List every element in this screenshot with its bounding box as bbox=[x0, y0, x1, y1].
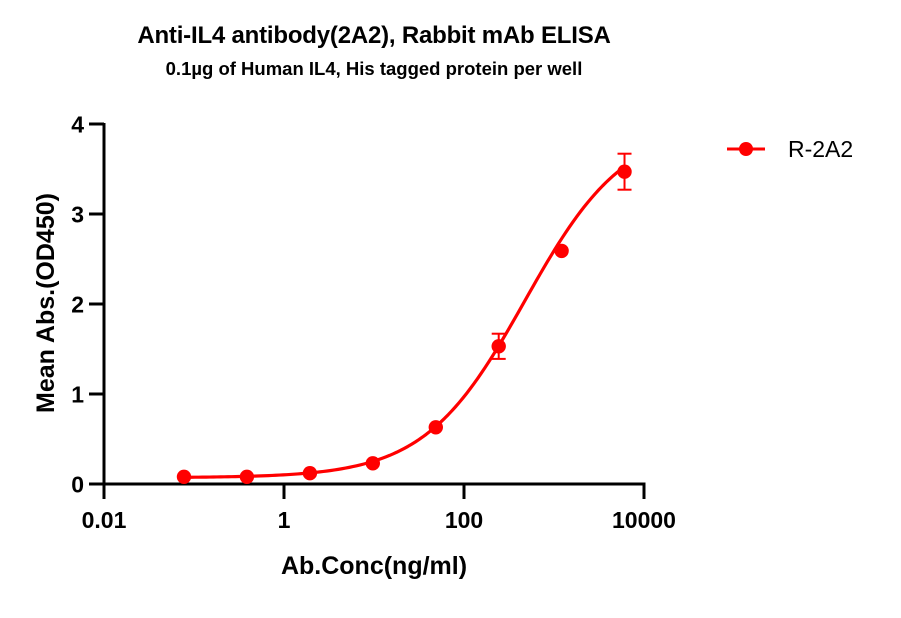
x-tick-label: 1 bbox=[278, 507, 291, 533]
legend: R-2A2 bbox=[727, 136, 853, 162]
legend-label: R-2A2 bbox=[788, 136, 853, 162]
chart-subtitle: 0.1µg of Human IL4, His tagged protein p… bbox=[165, 58, 583, 79]
axes bbox=[89, 123, 646, 486]
y-tick-label: 3 bbox=[71, 202, 84, 228]
x-tick-label: 0.01 bbox=[82, 507, 127, 533]
y-axis-title: Mean Abs.(OD450) bbox=[32, 193, 60, 413]
data-point bbox=[554, 243, 569, 259]
data-point bbox=[617, 164, 632, 179]
y-tick-label: 1 bbox=[71, 382, 84, 408]
data-point bbox=[176, 469, 192, 484]
data-point bbox=[239, 469, 255, 484]
data-point bbox=[302, 466, 318, 481]
x-tick-label: 100 bbox=[445, 507, 483, 533]
x-tick-label: 10000 bbox=[612, 507, 676, 533]
y-tick-label: 2 bbox=[71, 292, 84, 318]
fit-curve bbox=[183, 165, 626, 479]
y-ticks: 0 1 2 3 4 bbox=[71, 112, 104, 498]
legend-marker-icon bbox=[739, 142, 753, 156]
data-point bbox=[365, 456, 381, 471]
x-axis-title: Ab.Conc(ng/ml) bbox=[281, 552, 467, 580]
y-tick-label: 4 bbox=[71, 112, 84, 138]
chart-title: Anti-IL4 antibody(2A2), Rabbit mAb ELISA bbox=[137, 22, 611, 49]
data-point bbox=[428, 420, 443, 435]
data-point bbox=[491, 339, 506, 354]
y-tick-label: 0 bbox=[71, 472, 84, 498]
x-ticks: 0.01 1 100 10000 bbox=[82, 484, 676, 533]
plot-area bbox=[176, 152, 632, 484]
